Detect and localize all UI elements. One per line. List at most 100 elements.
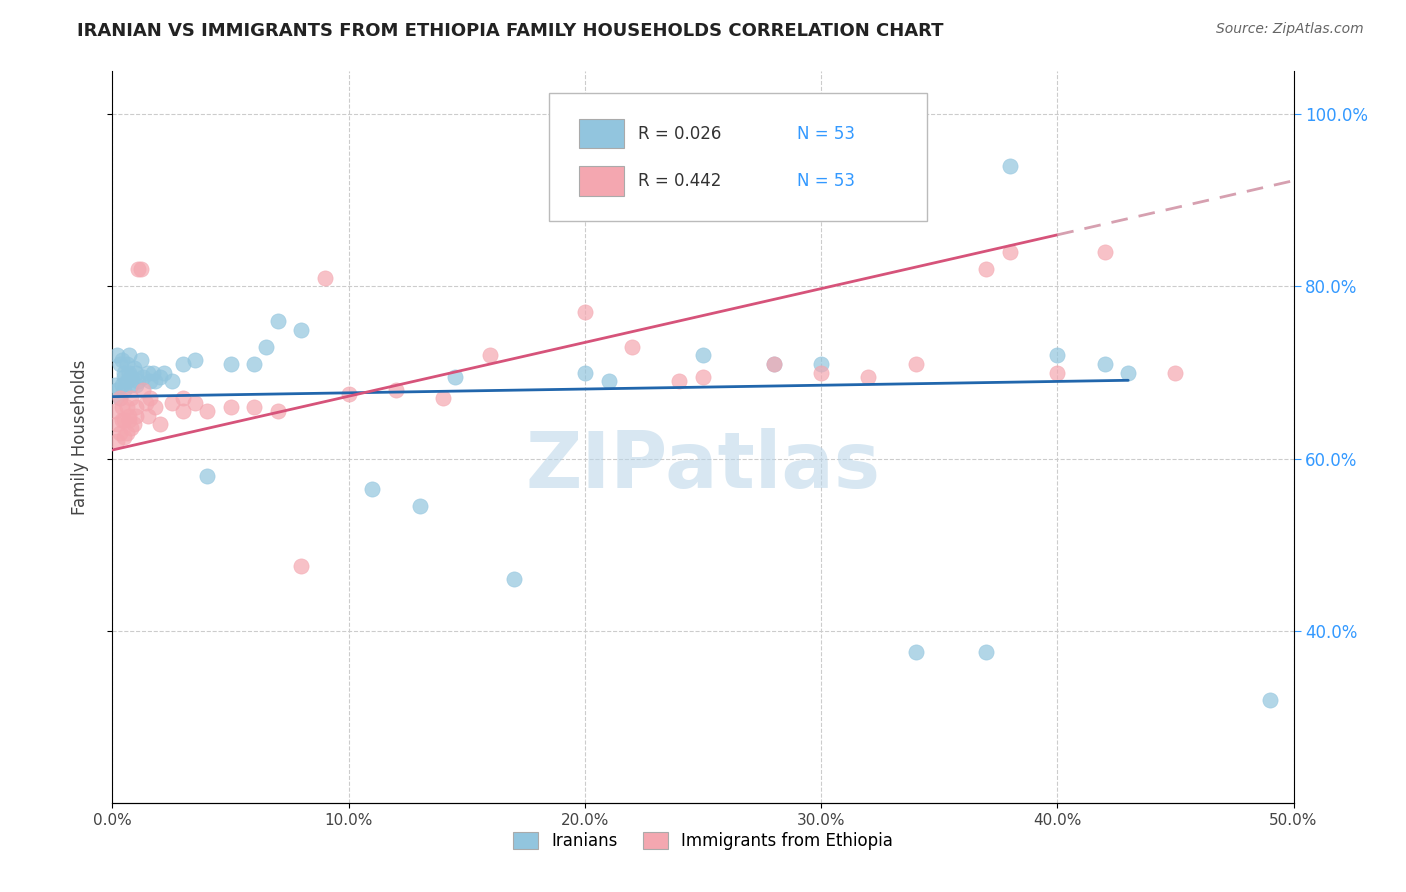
Point bbox=[127, 262, 149, 277]
Point bbox=[129, 262, 152, 277]
Point bbox=[129, 352, 152, 367]
Point bbox=[105, 383, 128, 397]
Point bbox=[105, 434, 128, 449]
Bar bbox=[579, 167, 624, 195]
Point bbox=[219, 357, 242, 371]
Point bbox=[1116, 366, 1139, 380]
Point bbox=[408, 499, 430, 513]
Point bbox=[120, 369, 142, 384]
Point bbox=[112, 383, 135, 397]
Point bbox=[337, 387, 360, 401]
Legend: Iranians, Immigrants from Ethiopia: Iranians, Immigrants from Ethiopia bbox=[506, 825, 900, 856]
Point bbox=[108, 357, 131, 371]
Bar bbox=[579, 119, 624, 148]
Point bbox=[361, 482, 384, 496]
Point bbox=[112, 413, 135, 427]
Text: R = 0.026: R = 0.026 bbox=[638, 125, 721, 143]
Point bbox=[118, 413, 141, 427]
Point bbox=[692, 348, 714, 362]
Point bbox=[132, 383, 155, 397]
Point bbox=[810, 366, 832, 380]
Point bbox=[267, 404, 290, 418]
Point bbox=[243, 357, 266, 371]
Point bbox=[762, 357, 785, 371]
Point bbox=[136, 409, 159, 423]
Point bbox=[692, 369, 714, 384]
Point bbox=[858, 369, 880, 384]
Point bbox=[136, 366, 159, 380]
Point bbox=[115, 400, 138, 414]
Point bbox=[574, 366, 596, 380]
Point bbox=[125, 409, 148, 423]
Point bbox=[112, 369, 135, 384]
Point bbox=[104, 404, 127, 418]
Point bbox=[1094, 357, 1116, 371]
Point bbox=[122, 417, 145, 432]
Point bbox=[149, 417, 172, 432]
Text: N = 53: N = 53 bbox=[797, 125, 855, 143]
Point bbox=[160, 374, 183, 388]
Point bbox=[290, 322, 312, 336]
Point bbox=[810, 357, 832, 371]
Point bbox=[108, 392, 131, 406]
Point bbox=[104, 378, 127, 392]
Text: IRANIAN VS IMMIGRANTS FROM ETHIOPIA FAMILY HOUSEHOLDS CORRELATION CHART: IRANIAN VS IMMIGRANTS FROM ETHIOPIA FAMI… bbox=[77, 22, 943, 40]
Point bbox=[598, 374, 620, 388]
Point bbox=[125, 400, 148, 414]
Point bbox=[668, 374, 690, 388]
Point bbox=[142, 366, 165, 380]
Point bbox=[1046, 348, 1069, 362]
Point bbox=[115, 357, 138, 371]
Text: ZIPatlas: ZIPatlas bbox=[526, 428, 880, 504]
Point bbox=[125, 378, 148, 392]
Point bbox=[1094, 245, 1116, 260]
FancyBboxPatch shape bbox=[550, 94, 928, 221]
Point bbox=[254, 340, 277, 354]
Point bbox=[160, 395, 183, 409]
Point bbox=[118, 409, 141, 423]
Point bbox=[153, 366, 176, 380]
Point bbox=[243, 400, 266, 414]
Point bbox=[184, 395, 207, 409]
Point bbox=[132, 369, 155, 384]
Point bbox=[143, 374, 166, 388]
Point bbox=[120, 392, 142, 406]
Point bbox=[762, 357, 785, 371]
Point bbox=[172, 404, 194, 418]
Point bbox=[172, 357, 194, 371]
Text: R = 0.442: R = 0.442 bbox=[638, 172, 721, 190]
Text: N = 53: N = 53 bbox=[797, 172, 855, 190]
Point bbox=[184, 352, 207, 367]
Point bbox=[143, 400, 166, 414]
Point bbox=[385, 383, 408, 397]
Point bbox=[267, 314, 290, 328]
Point bbox=[976, 262, 998, 277]
Point bbox=[118, 366, 141, 380]
Point bbox=[904, 357, 927, 371]
Point bbox=[976, 645, 998, 659]
Point bbox=[904, 645, 927, 659]
Point bbox=[998, 159, 1021, 173]
Point bbox=[105, 417, 128, 432]
Point bbox=[139, 374, 162, 388]
Point bbox=[444, 369, 467, 384]
Point bbox=[108, 392, 131, 406]
Point bbox=[621, 340, 644, 354]
Point bbox=[432, 392, 454, 406]
Point bbox=[1164, 366, 1187, 380]
Point bbox=[314, 271, 336, 285]
Point bbox=[108, 425, 131, 440]
Point bbox=[115, 425, 138, 440]
Point bbox=[111, 400, 134, 414]
Point bbox=[111, 378, 134, 392]
Point bbox=[115, 374, 138, 388]
Point bbox=[479, 348, 502, 362]
Point bbox=[105, 348, 128, 362]
Point bbox=[149, 369, 172, 384]
Point bbox=[1046, 366, 1069, 380]
Point bbox=[111, 352, 134, 367]
Point bbox=[125, 366, 148, 380]
Point bbox=[998, 245, 1021, 260]
Point bbox=[122, 361, 145, 376]
Point bbox=[127, 374, 149, 388]
